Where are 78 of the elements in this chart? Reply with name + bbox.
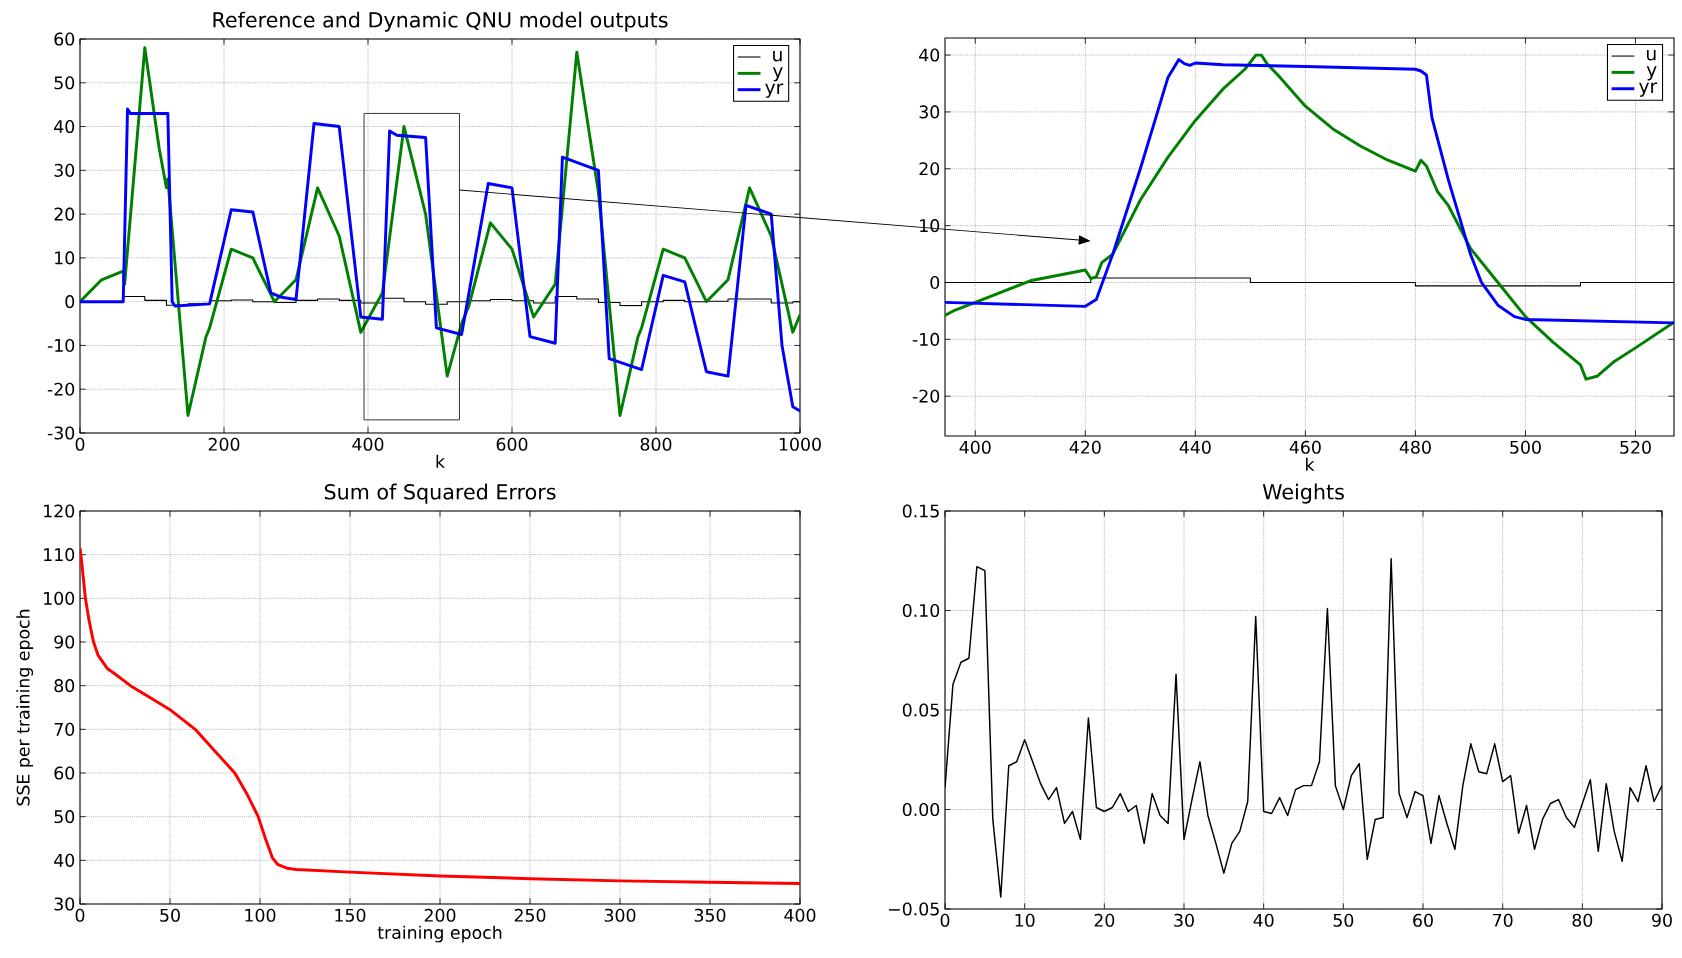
legend-label: y	[772, 67, 783, 82]
x-tick-label: 500	[1510, 440, 1541, 454]
y-tick-label: 30	[919, 105, 940, 119]
y-tick-label: 30	[54, 897, 75, 911]
x-tick-label: 20	[1094, 913, 1115, 927]
x-tick-label: 0	[75, 437, 85, 451]
x-tick-label: 200	[424, 908, 456, 922]
line-series	[80, 546, 800, 885]
x-tick-label: 440	[1179, 440, 1211, 454]
y-tick-label: 20	[919, 162, 940, 176]
y-tick-label: 0	[930, 275, 940, 290]
y-tick-label: 0	[65, 295, 75, 309]
x-tick-label: 80	[1572, 913, 1593, 927]
x-tick-label: 460	[1289, 440, 1321, 454]
line-series	[80, 107, 801, 413]
y-tick-label: 20	[54, 207, 75, 221]
y-tick-label: 0.00	[902, 802, 940, 817]
x-tick-label: 250	[514, 908, 546, 922]
chart-title: Reference and Dynamic QNU model outputs	[213, 11, 668, 32]
y-tick-label: 40	[54, 120, 75, 134]
x-tick-label: 100	[245, 908, 276, 922]
x-tick-label: 150	[335, 908, 366, 922]
x-tick-label: 400	[784, 908, 816, 922]
y-tick-label: 0.10	[902, 603, 940, 618]
y-tick-label: 80	[54, 679, 75, 693]
legend-label: y	[1646, 66, 1657, 81]
x-tick-label: 420	[1069, 440, 1101, 454]
x-tick-label: 0	[75, 908, 85, 922]
y-tick-label: 50	[54, 810, 75, 824]
x-tick-label: 200	[208, 437, 240, 451]
y-tick-label: 60	[54, 32, 75, 46]
y-tick-label: 90	[54, 635, 75, 649]
y-tick-label: 110	[44, 548, 75, 562]
x-tick-label: 50	[1333, 913, 1354, 927]
chart-title: Sum of Squared Errors	[324, 483, 556, 504]
y-tick-label: -20	[912, 389, 940, 403]
y-tick-label: −0.05	[889, 902, 939, 916]
y-tick-label: 120	[44, 504, 75, 518]
x-tick-label: 0	[940, 913, 950, 927]
y-tick-label: -20	[47, 382, 75, 396]
x-tick-label: 800	[640, 437, 672, 451]
y-tick-label: 10	[55, 251, 75, 265]
y-axis-title: SSE per training epoch	[16, 609, 34, 806]
y-tick-label: 40	[54, 853, 75, 867]
x-tick-label: 1000	[779, 437, 821, 451]
y-tick-label: 0.15	[902, 504, 939, 518]
legend-label: u	[773, 50, 782, 62]
x-tick-label: 350	[694, 908, 726, 922]
x-tick-label: 90	[1652, 913, 1672, 927]
chart-title: Weights	[1262, 483, 1344, 504]
x-tick-label: 520	[1620, 440, 1651, 454]
x-tick-label: 30	[1174, 913, 1194, 927]
x-tick-label: 60	[1413, 913, 1433, 927]
y-tick-label: -30	[47, 426, 75, 440]
y-tick-label: -10	[912, 332, 940, 346]
x-axis-title: k	[436, 454, 445, 468]
x-tick-label: 40	[1253, 913, 1274, 927]
y-tick-label: 70	[54, 722, 75, 736]
y-tick-label: 60	[54, 766, 75, 780]
y-tick-label: 40	[919, 48, 940, 62]
x-axis-title: training epoch	[377, 925, 502, 943]
x-tick-label: 480	[1399, 440, 1431, 454]
y-tick-label: 30	[54, 163, 75, 177]
x-tick-label: 10	[1015, 913, 1035, 927]
x-tick-label: 400	[959, 440, 991, 454]
y-tick-label: 100	[44, 591, 75, 605]
x-tick-label: 600	[496, 437, 528, 451]
x-tick-label: 400	[352, 437, 384, 451]
legend-label: yr	[1639, 82, 1658, 97]
x-tick-label: 300	[604, 908, 636, 922]
legend-label: yr	[765, 83, 784, 98]
y-tick-label: -10	[47, 338, 75, 352]
y-tick-label: 0.05	[902, 703, 939, 717]
x-tick-label: 70	[1493, 913, 1513, 927]
y-tick-label: 50	[54, 76, 75, 90]
legend-label: u	[1646, 49, 1656, 61]
x-axis-title: k	[1306, 457, 1315, 471]
x-tick-label: 50	[160, 908, 180, 922]
